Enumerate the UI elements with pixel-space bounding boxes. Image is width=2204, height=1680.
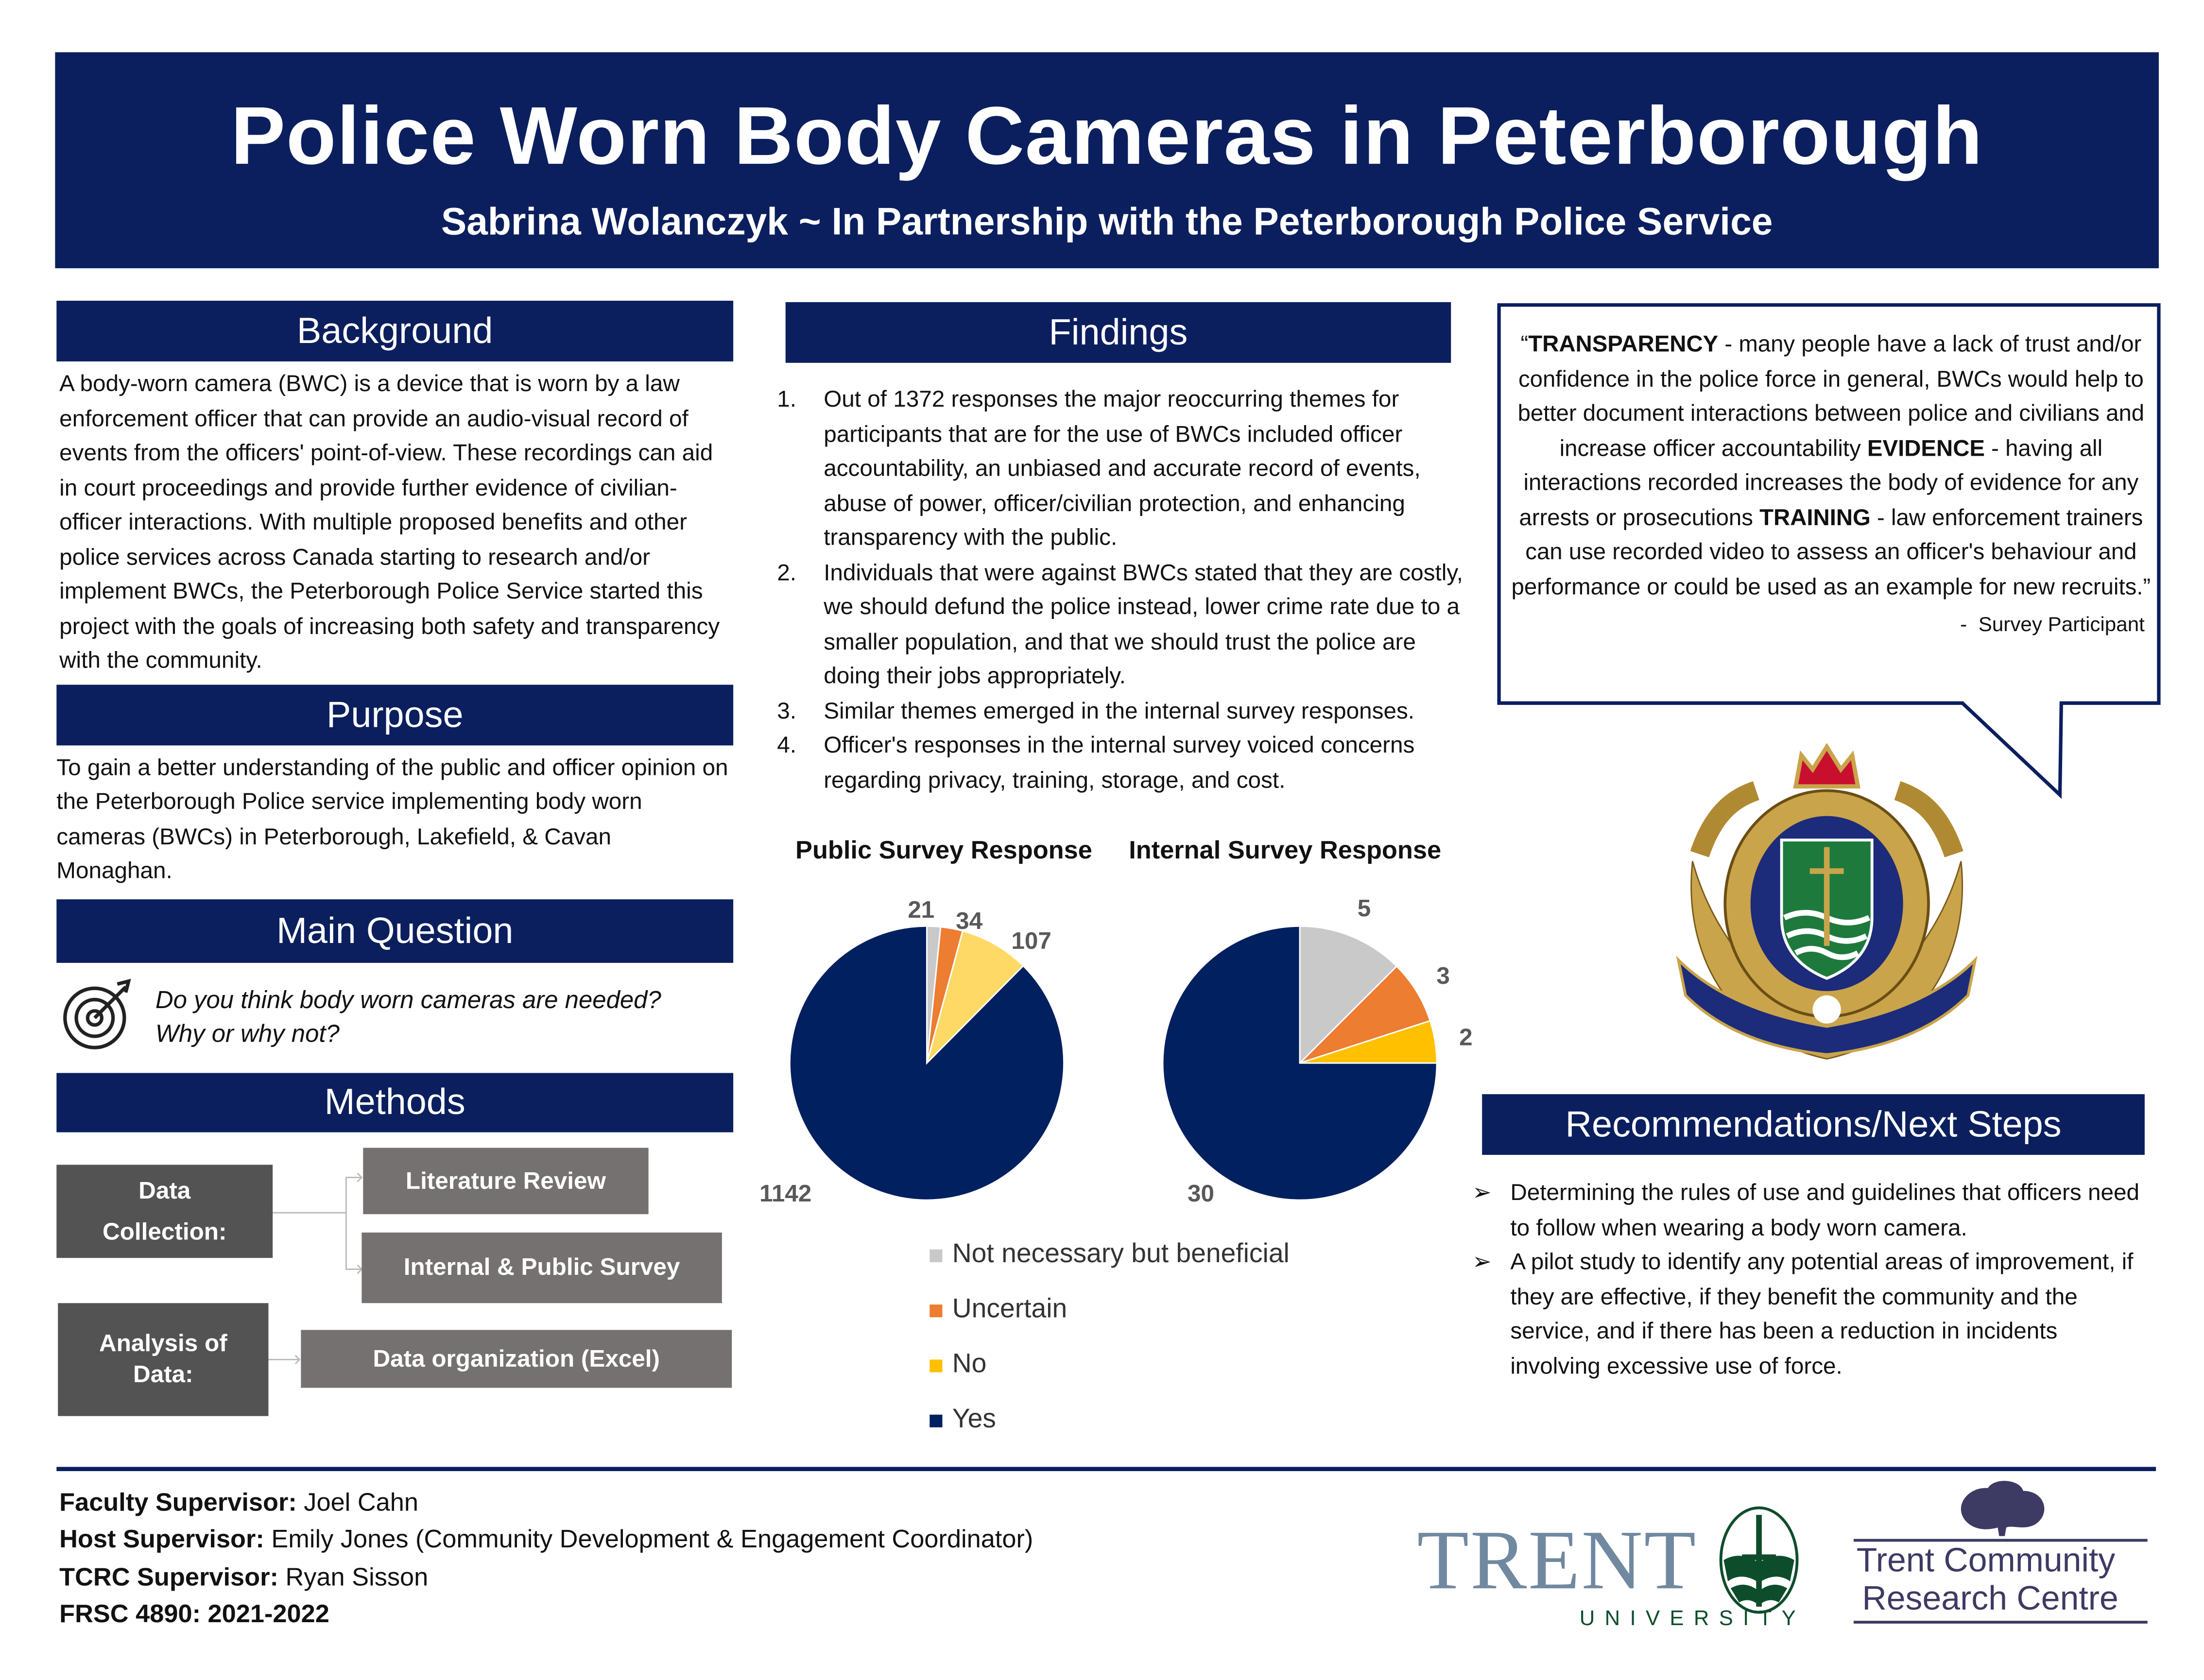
footer-divider [56, 1467, 2156, 1472]
arrow-bullet-icon: ➢ [1472, 1249, 1492, 1275]
title-banner: Police Worn Body Cameras in Peterborough… [55, 52, 2159, 269]
legend-swatch [930, 1414, 943, 1427]
methods-heading: Methods [56, 1072, 734, 1132]
course-code: FRSC 4890: 2021-2022 [59, 1599, 329, 1628]
data-organization-box: Data organization (Excel) [301, 1329, 732, 1388]
quote-training: TRAINING [1759, 504, 1871, 531]
quote-transparency: TRANSPARENCY [1528, 331, 1719, 358]
pie-data-label: 21 [908, 896, 934, 923]
finding-number: 1. [777, 387, 796, 412]
trent-crest-icon [1719, 1506, 1799, 1614]
pie-data-label: 30 [1188, 1180, 1214, 1207]
legend-item: Not necessary but beneficial [930, 1239, 1290, 1270]
left-column: Background A body-worn camera (BWC) is a… [56, 300, 734, 1421]
legend-swatch [930, 1249, 943, 1262]
host-supervisor: Host Supervisor: Emily Jones (Community … [59, 1525, 1033, 1553]
background-text: A body-worn camera (BWC) is a device tha… [59, 371, 720, 674]
trent-university-logo: TRENT UNIVERSITY [1417, 1496, 1820, 1638]
middle-column: Findings 1. Out of 1372 responses the maj… [759, 302, 1473, 1456]
legend-item: Yes [930, 1405, 996, 1436]
finding-number: 3. [777, 698, 796, 724]
data-collection-box: Data Collection: [56, 1164, 273, 1257]
question-line-2: Why or why not? [155, 1019, 340, 1048]
poster-subtitle: Sabrina Wolanczyk ~ In Partnership with … [441, 200, 1773, 243]
main-question-row: Do you think body worn cameras are neede… [56, 962, 733, 1072]
analysis-box: Analysis of Data: [58, 1302, 269, 1416]
pie-slice [1299, 925, 1398, 1065]
legend-label: Not necessary but beneficial [952, 1239, 1290, 1269]
quote-evidence: EVIDENCE [1867, 435, 1985, 461]
legend-swatch [930, 1303, 943, 1317]
recommendation-item: ➢ A pilot study to identify any potential… [1472, 1245, 2148, 1384]
pie-data-label: 34 [956, 908, 982, 934]
purpose-text: To gain a better understanding of the pu… [56, 754, 728, 884]
background-heading: Background [56, 300, 734, 361]
legend-swatch [930, 1359, 943, 1372]
pie-data-label: 107 [1011, 927, 1051, 954]
recommendation-text: A pilot study to identify any potential … [1510, 1249, 2134, 1379]
legend-label: Yes [952, 1405, 996, 1435]
purpose-heading: Purpose [56, 684, 734, 745]
legend-item: No [930, 1350, 986, 1381]
finding-item: 2. Individuals that were against BWCs sta… [777, 556, 1469, 694]
legend-label: No [952, 1350, 987, 1380]
pie-data-label: 5 [1358, 895, 1371, 922]
finding-number: 2. [777, 560, 796, 585]
speech-bubble [1497, 303, 2161, 799]
arrow-bullet-icon: ➢ [1472, 1180, 1492, 1206]
tcrc-supervisor: TCRC Supervisor: Ryan Sisson [59, 1562, 429, 1592]
pie-data-label: 3 [1436, 962, 1449, 989]
pie-slice [789, 925, 1065, 1201]
pie-data-label: 2 [1459, 1024, 1472, 1051]
recommendations-heading: Recommendations/Next Steps [1482, 1094, 2145, 1155]
findings-list: 1. Out of 1372 responses the major reoccu… [777, 383, 1469, 798]
finding-text: Out of 1372 responses the major reoccurr… [824, 387, 1421, 551]
pie-charts: 21 34 107 1142 5 3 2 30 [759, 895, 1473, 1207]
main-question-text: Do you think body worn cameras are neede… [155, 982, 661, 1051]
pie-slice [1162, 925, 1438, 1201]
question-line-1: Do you think body worn cameras are neede… [155, 984, 661, 1013]
pie-data-label: 1142 [759, 1180, 811, 1207]
survey-box: Internal & Public Survey [362, 1232, 722, 1303]
pie-slice [925, 930, 1024, 1066]
finding-text: Officer's responses in the internal surv… [824, 733, 1415, 793]
pie-slice [1299, 965, 1431, 1064]
finding-text: Individuals that were against BWCs state… [824, 560, 1463, 689]
finding-text: Similar themes emerged in the internal s… [824, 698, 1415, 724]
legend-item: Uncertain [930, 1295, 1067, 1326]
target-icon [63, 978, 131, 1049]
literature-review-box: Literature Review [363, 1147, 649, 1214]
quote-text: “TRANSPARENCY - many people have a lack … [1511, 331, 2151, 600]
recommendations-list: ➢ Determining the rules of use and guidel… [1472, 1176, 2148, 1384]
methods-flowchart: Data Collection: Literature Review Inter… [56, 1131, 733, 1421]
finding-item: 4. Officer's responses in the internal su… [777, 728, 1469, 797]
finding-item: 1. Out of 1372 responses the major reoccu… [777, 383, 1469, 556]
finding-number: 4. [777, 733, 796, 758]
main-question-heading: Main Question [56, 898, 734, 962]
quote-attribution: - Survey Participant [1960, 614, 2145, 637]
finding-item: 3. Similar themes emerged in the internal… [777, 694, 1469, 728]
quote-container: “TRANSPARENCY - many people have a lack … [1506, 327, 2156, 638]
public-chart-title: Public Survey Response [795, 836, 1092, 864]
faculty-supervisor: Faculty Supervisor: Joel Cahn [59, 1488, 418, 1517]
tcrc-logo: Trent Community Research Centre [1853, 1479, 2151, 1628]
recommendation-item: ➢ Determining the rules of use and guidel… [1472, 1176, 2148, 1245]
peterborough-police-crest-logo [1676, 743, 1978, 1060]
chart-block: Public Survey Response Internal Survey R… [759, 834, 1473, 1456]
internal-chart-title: Internal Survey Response [1129, 836, 1442, 864]
tree-icon [1961, 1481, 2045, 1536]
legend-label: Uncertain [952, 1294, 1068, 1324]
findings-heading: Findings [785, 302, 1451, 363]
recommendation-text: Determining the rules of use and guideli… [1510, 1180, 2140, 1240]
poster-title: Police Worn Body Cameras in Peterborough [230, 90, 1983, 182]
